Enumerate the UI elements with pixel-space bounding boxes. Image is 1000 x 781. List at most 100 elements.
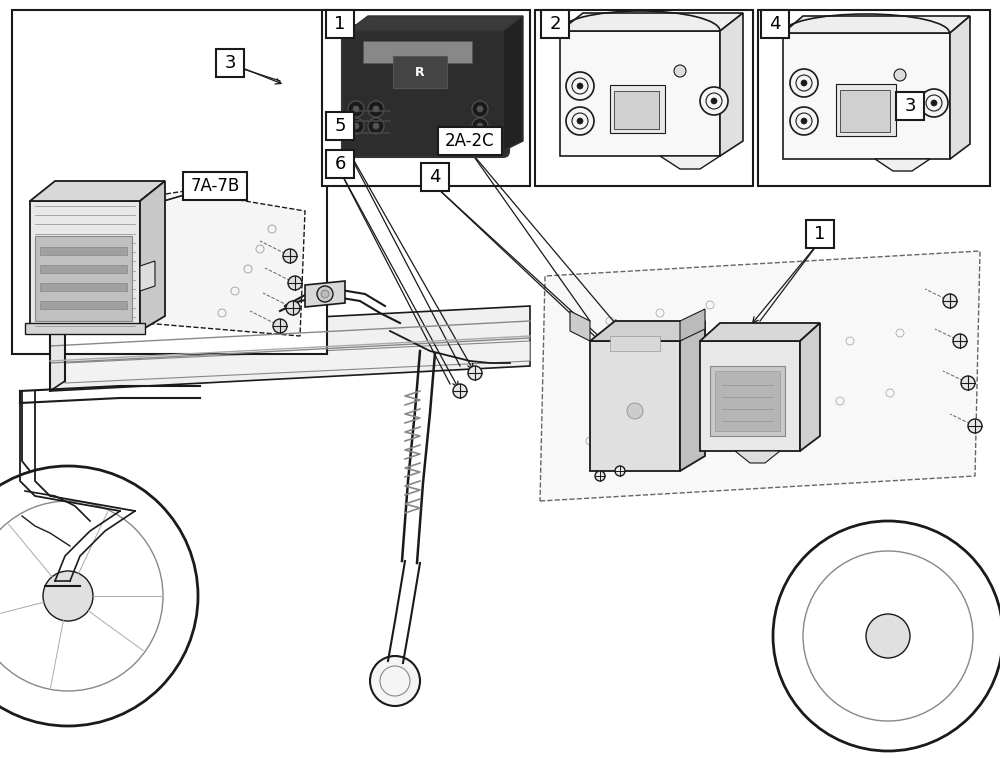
Polygon shape [560,13,743,31]
Bar [12,10,327,354]
Bar [322,10,530,186]
Circle shape [373,106,379,112]
Circle shape [368,101,384,117]
Bar [840,90,890,132]
Circle shape [288,276,302,290]
Polygon shape [800,323,820,451]
Circle shape [370,656,420,706]
Circle shape [953,334,967,348]
Text: 7A-7B: 7A-7B [190,177,240,195]
Polygon shape [120,191,305,336]
Text: 6: 6 [334,155,346,173]
Polygon shape [560,31,720,156]
Circle shape [472,101,488,117]
Circle shape [373,123,379,129]
Circle shape [801,118,807,124]
Polygon shape [700,323,820,341]
Circle shape [43,571,93,621]
Circle shape [700,87,728,115]
Circle shape [790,69,818,97]
Bar [438,127,502,155]
Bar [836,84,896,136]
Circle shape [920,89,948,117]
Text: 4: 4 [769,15,781,33]
Bar [183,172,247,200]
Polygon shape [65,341,530,383]
Circle shape [968,419,982,433]
Bar [326,9,354,38]
Circle shape [283,249,297,263]
Polygon shape [700,341,800,451]
Polygon shape [660,156,720,169]
Circle shape [566,107,594,135]
Bar [758,10,990,186]
Text: R: R [415,66,425,79]
Polygon shape [40,247,127,255]
Circle shape [453,384,467,398]
Text: 5: 5 [334,117,346,135]
Bar [614,91,659,129]
Circle shape [353,106,359,112]
Text: 2: 2 [549,15,561,33]
Circle shape [931,100,937,106]
Text: 4: 4 [429,168,441,186]
Circle shape [627,403,643,419]
Polygon shape [710,366,785,436]
Polygon shape [680,309,705,341]
FancyBboxPatch shape [342,25,509,157]
Polygon shape [570,311,590,341]
Circle shape [943,294,957,308]
Circle shape [577,118,583,124]
Polygon shape [680,321,705,471]
Bar [541,9,569,38]
Bar [326,149,354,178]
Circle shape [595,471,605,481]
FancyBboxPatch shape [393,56,447,88]
Text: 1: 1 [334,15,346,33]
Polygon shape [305,281,345,307]
Bar [326,112,354,141]
Circle shape [801,80,807,86]
Polygon shape [590,341,680,471]
Circle shape [472,118,488,134]
Bar [896,91,924,120]
Circle shape [317,286,333,302]
Polygon shape [40,283,127,291]
Polygon shape [348,16,523,31]
Polygon shape [783,33,950,159]
Polygon shape [540,251,980,501]
Circle shape [353,123,359,129]
Polygon shape [40,301,127,309]
Bar [421,162,449,191]
Polygon shape [503,16,523,151]
Circle shape [790,107,818,135]
Bar [535,10,753,186]
Circle shape [273,319,287,333]
Circle shape [894,69,906,81]
Text: 3: 3 [904,97,916,115]
Circle shape [866,614,910,658]
Text: 1: 1 [814,225,826,243]
Polygon shape [875,159,930,171]
Polygon shape [715,371,780,431]
Circle shape [477,123,483,129]
Polygon shape [50,306,530,391]
Polygon shape [735,451,780,463]
Circle shape [961,376,975,390]
Circle shape [566,72,594,100]
Circle shape [477,106,483,112]
Polygon shape [40,265,127,273]
Polygon shape [30,201,140,331]
Circle shape [468,366,482,380]
Polygon shape [590,321,705,341]
Bar [806,219,834,248]
Polygon shape [950,16,970,159]
Bar [216,48,244,77]
Polygon shape [30,181,165,201]
Polygon shape [140,261,155,291]
Polygon shape [140,181,165,331]
Polygon shape [25,323,145,334]
Polygon shape [720,13,743,156]
Circle shape [368,118,384,134]
Polygon shape [35,236,132,321]
